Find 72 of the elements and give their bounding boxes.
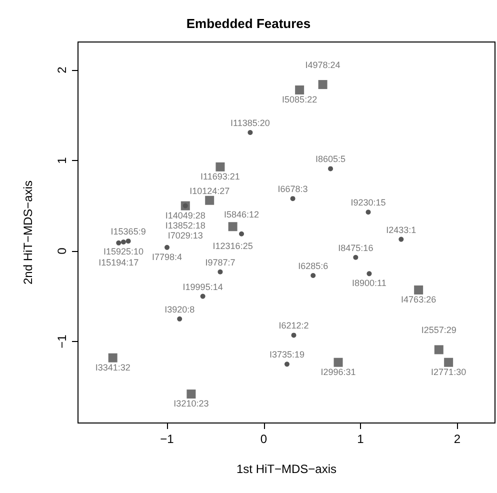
x-tick-label: 1 — [357, 432, 364, 446]
annotation: I11385:20 — [230, 118, 270, 128]
annotation: I6285:6 — [298, 260, 328, 271]
annotation: I3920:8 — [164, 304, 195, 314]
point — [116, 240, 122, 246]
point — [126, 238, 131, 244]
point — [290, 196, 296, 202]
point — [186, 390, 196, 399]
point — [177, 316, 182, 322]
point — [291, 332, 296, 338]
point — [398, 236, 404, 242]
x-tick-label: 0 — [260, 432, 268, 446]
chart-title: Embedded Features — [186, 16, 311, 31]
point — [164, 244, 170, 250]
annotation: I4978:24 — [305, 60, 340, 70]
annotation: I9787:7 — [205, 257, 236, 268]
point — [284, 362, 290, 367]
x-axis-title: 1st HiT−MDS−axis — [236, 462, 337, 476]
annotation: I9230:15 — [350, 198, 386, 208]
point — [200, 294, 206, 299]
point — [295, 85, 304, 94]
point — [108, 353, 118, 362]
point — [218, 269, 223, 274]
annotation: I3341:32 — [95, 362, 130, 372]
annotation: I12316:25 — [212, 241, 253, 252]
point — [334, 358, 343, 367]
point — [310, 272, 316, 278]
x-tick-label: −1 — [160, 432, 174, 446]
annotation: I2557:29 — [421, 325, 456, 336]
annotation: I15925:10 — [103, 246, 144, 256]
annotation: I2771:30 — [431, 366, 466, 377]
point — [205, 196, 214, 205]
annotation: I14049:28 — [165, 210, 206, 220]
annotation: I19995:14 — [182, 282, 223, 292]
annotation: I5085:22 — [282, 94, 318, 104]
point — [366, 210, 371, 215]
x-tick-label: 2 — [454, 432, 461, 446]
annotation: I15194:17 — [98, 257, 139, 268]
annotation: I6212:2 — [278, 320, 309, 331]
point — [434, 345, 444, 354]
y-axis-title: 2nd HiT−MDS−axis — [21, 180, 35, 285]
point — [228, 222, 238, 232]
annotation: I2996:31 — [320, 366, 356, 377]
y-tick-label: −1 — [55, 334, 69, 348]
annotation: I6678:3 — [278, 184, 308, 194]
annotation: I10124:27 — [190, 186, 230, 196]
annotation: I7029:13 — [168, 230, 203, 240]
annotation: I8475:16 — [338, 242, 374, 253]
point — [239, 231, 244, 236]
point — [414, 285, 424, 294]
annotation: I15365:9 — [110, 226, 146, 237]
y-tick-label: 1 — [55, 156, 69, 164]
y-tick-label: 0 — [55, 247, 69, 254]
annotation: I2433:1 — [386, 224, 416, 235]
point — [353, 254, 358, 260]
annotation: I7798:4 — [152, 252, 182, 262]
annotation: I11693:21 — [200, 171, 240, 182]
annotation: I3735:19 — [269, 350, 305, 360]
point — [328, 166, 334, 172]
point — [318, 80, 328, 90]
point — [366, 271, 372, 276]
annotation: I8605:5 — [316, 154, 346, 164]
point — [444, 358, 454, 367]
y-tick-label: 2 — [55, 66, 69, 74]
annotation: I3210:23 — [174, 398, 209, 409]
point — [216, 162, 225, 172]
point — [248, 130, 253, 135]
annotation: I5846:12 — [224, 209, 260, 220]
annotation: I8900:11 — [352, 278, 386, 288]
annotation: I4763:26 — [401, 294, 436, 304]
annotation: I13852:18 — [165, 220, 206, 230]
point — [120, 240, 126, 244]
